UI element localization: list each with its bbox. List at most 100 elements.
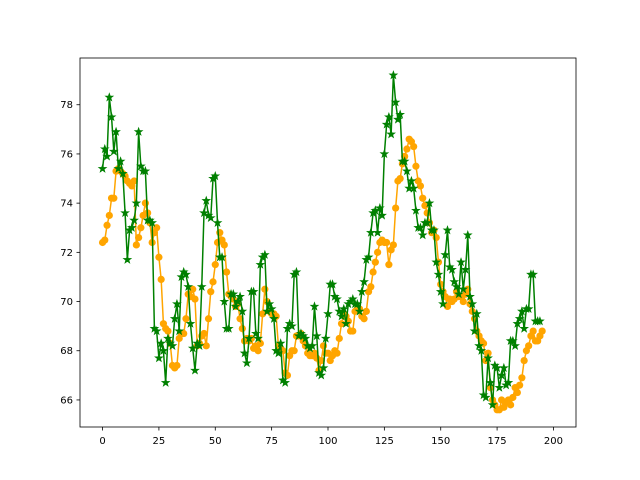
- series-1-point: [194, 340, 205, 350]
- series-0-point: [173, 361, 181, 370]
- series-1-point: [377, 210, 387, 220]
- series-1-point: [120, 207, 130, 218]
- series-1-point: [291, 266, 302, 277]
- series-0-point: [222, 268, 231, 276]
- series-1-point: [352, 298, 363, 309]
- series-1-point: [183, 281, 194, 291]
- series-0-point: [153, 224, 161, 232]
- series-1-point: [251, 328, 261, 338]
- series-1-point: [483, 353, 493, 363]
- series-1-point: [269, 313, 279, 323]
- series-0-point: [513, 388, 521, 397]
- x-tick-label: 125: [375, 436, 394, 447]
- series-1-point: [467, 298, 478, 309]
- series-1-point: [474, 340, 484, 350]
- series-0-point: [385, 261, 393, 269]
- series-0-point: [389, 241, 397, 249]
- series-1-point: [381, 119, 392, 129]
- series-1-point: [449, 276, 460, 286]
- series-1-point: [442, 225, 453, 235]
- series-0-point: [155, 253, 163, 261]
- series-0-point: [362, 307, 370, 315]
- series-1-point: [386, 129, 396, 139]
- series-1-point: [372, 227, 383, 237]
- series-1-point: [181, 269, 191, 279]
- series-0-point: [525, 342, 533, 350]
- series-0-point: [538, 327, 546, 335]
- series-0-point: [421, 202, 429, 210]
- series-1-point: [535, 316, 545, 326]
- series-1-point: [311, 330, 322, 341]
- x-tick-label: 75: [265, 436, 278, 447]
- series-0-point: [141, 199, 149, 207]
- series-0-point: [259, 310, 267, 318]
- series-1-point: [458, 284, 469, 294]
- plot-frame: [79, 57, 577, 428]
- series-1-point: [431, 257, 442, 267]
- series-1-point: [111, 126, 121, 136]
- series-0-point: [520, 356, 528, 365]
- series-1-point: [496, 370, 507, 380]
- series-0-point: [371, 258, 379, 266]
- series-1-point: [156, 338, 167, 348]
- x-tick-label: 175: [488, 436, 507, 447]
- series-1-point: [451, 281, 462, 291]
- series-1-point: [336, 311, 347, 321]
- series-0-point: [410, 142, 418, 151]
- series-1-point: [237, 306, 248, 316]
- series-0-point: [374, 248, 382, 256]
- series-1-point: [338, 303, 349, 314]
- series-1-point: [523, 303, 534, 314]
- series-1-point: [117, 168, 128, 178]
- series-0-point: [416, 182, 425, 190]
- series-1-point: [154, 353, 164, 363]
- series-1-point: [460, 264, 471, 274]
- series-1-point: [402, 166, 412, 176]
- series-1-point: [363, 252, 374, 262]
- series-1-point: [514, 313, 525, 323]
- series-0-point: [254, 347, 262, 355]
- series-1-point: [241, 357, 252, 368]
- series-0-point: [256, 339, 264, 347]
- series-1-point: [275, 338, 286, 348]
- x-tick-label: 25: [153, 436, 166, 447]
- series-0-point: [182, 315, 190, 323]
- series-1-point: [318, 362, 329, 373]
- series-1-point: [503, 377, 514, 387]
- series-1-point: [453, 289, 464, 299]
- series-1-point: [354, 306, 365, 316]
- series-1-point: [399, 156, 410, 166]
- series-1-point: [469, 325, 480, 336]
- series-1-point: [219, 296, 230, 306]
- series-1-point: [471, 308, 482, 318]
- series-0-point: [202, 342, 210, 350]
- series-1-point: [280, 377, 291, 387]
- series-0-point: [509, 393, 517, 402]
- series-1-point: [260, 249, 270, 259]
- y-tick-label: 72: [60, 248, 73, 259]
- series-1-point: [411, 205, 421, 215]
- series-1-point: [406, 175, 417, 186]
- series-0-point: [290, 347, 298, 355]
- series-1-point: [359, 276, 369, 286]
- series-0-point: [360, 315, 368, 323]
- series-1-point: [422, 217, 433, 227]
- series-1-point: [190, 365, 200, 375]
- series-1-point: [185, 318, 196, 328]
- series-1-point: [487, 399, 498, 409]
- y-tick-label: 66: [60, 395, 73, 406]
- series-0-point: [189, 285, 197, 293]
- series-1-point: [228, 289, 239, 299]
- series-1-point: [136, 161, 146, 171]
- series-1-point: [174, 325, 185, 336]
- series-1-point: [205, 212, 216, 223]
- series-1-point: [438, 298, 448, 309]
- series-0-point: [103, 221, 111, 229]
- series-0-point: [443, 302, 452, 311]
- series-0-point: [180, 329, 188, 338]
- series-1-point: [307, 340, 318, 350]
- series-1-point: [499, 362, 509, 373]
- series-1-point: [512, 318, 523, 328]
- series-1-point: [160, 377, 171, 387]
- series-0-point: [204, 315, 213, 323]
